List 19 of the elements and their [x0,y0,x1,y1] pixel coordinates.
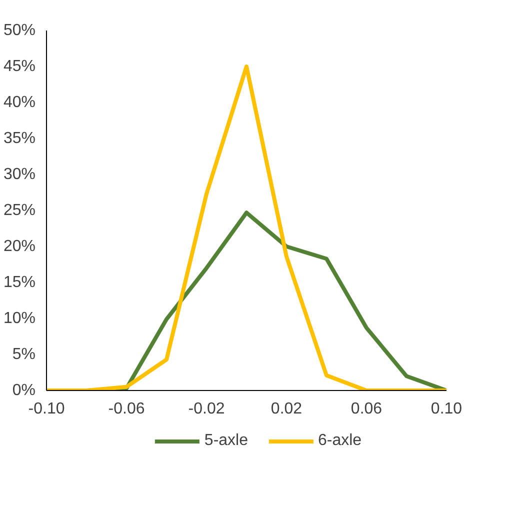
x-tick-label: -0.06 [108,400,145,418]
legend-label: 6-axle [318,432,362,450]
y-tick-label: 20% [3,238,36,255]
y-tick-label: 15% [3,274,36,291]
y-tick-label: 25% [3,202,36,219]
y-tick-label: 40% [3,94,36,111]
y-tick-label: 50% [3,22,36,39]
y-tick-label: 5% [12,346,36,363]
legend-label: 5-axle [204,432,248,450]
x-tick-label: -0.02 [188,400,225,418]
y-tick-label: 10% [3,310,36,327]
y-tick-label: 0% [12,382,36,399]
y-tick-label: 45% [3,58,36,75]
x-tick-label: 0.10 [430,400,462,418]
x-tick-label: -0.10 [28,400,65,418]
y-tick-label: 30% [3,166,36,183]
x-tick-label: 0.06 [350,400,382,418]
x-tick-label: 0.02 [270,400,302,418]
y-tick-label: 35% [3,130,36,147]
